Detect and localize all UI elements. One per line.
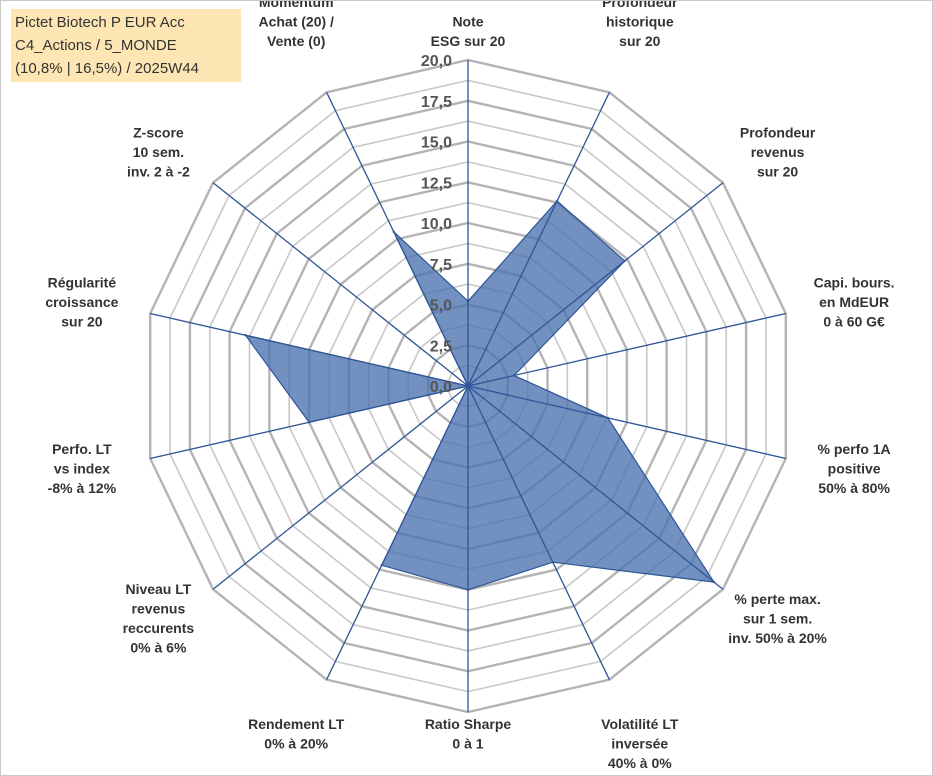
radial-tick-label: 17,5 xyxy=(421,94,452,111)
category-label: Niveau LT revenus reccurents 0% à 6% xyxy=(123,581,195,656)
category-label-line: sur 20 xyxy=(757,164,798,180)
category-label-line: Régularité xyxy=(48,275,117,291)
category-label-line: Rendement LT xyxy=(248,716,345,732)
category-label-line: inversée xyxy=(611,736,668,752)
category-label-line: Ratio Sharpe xyxy=(425,716,512,732)
spoke-line xyxy=(467,92,610,387)
radial-tick-label: 10,0 xyxy=(421,216,452,233)
category-label-line: positive xyxy=(828,461,881,477)
category-label: Z-score 10 sem. inv. 2 à -2 xyxy=(127,125,190,180)
radial-tick-label: 20,0 xyxy=(421,53,452,70)
category-label-line: 0% à 6% xyxy=(130,640,187,656)
radial-tick-label: 2,5 xyxy=(430,338,452,355)
category-label-line: 0 à 1 xyxy=(452,736,483,752)
category-label-line: historique xyxy=(606,14,674,30)
category-label: Rendement LT 0% à 20% xyxy=(248,716,345,752)
category-label-line: Perfo. LT xyxy=(52,441,112,457)
category-label-line: Profondeur xyxy=(602,1,678,10)
category-label: Régularité croissance sur 20 xyxy=(45,275,118,330)
radial-tick-label: 7,5 xyxy=(430,257,452,274)
radial-tick-label: 12,5 xyxy=(421,175,452,192)
category-label-line: Capi. bours. xyxy=(814,275,895,291)
category-label-line: % perfo 1A xyxy=(818,441,891,457)
spoke-line xyxy=(467,312,786,387)
category-label-line: Volatilité LT xyxy=(601,716,679,732)
spoke-line xyxy=(212,385,469,590)
category-label-line: 0 à 60 G€ xyxy=(823,314,885,330)
spoke-line xyxy=(150,385,469,460)
fund-stats: (10,8% | 16,5%) / 2025W44 xyxy=(15,60,199,77)
fund-name: Pictet Biotech P EUR Acc xyxy=(15,14,185,31)
radial-tick-label: 5,0 xyxy=(430,298,452,315)
category-label: Capi. bours. en MdEUR 0 à 60 G€ xyxy=(814,275,895,330)
category-label-line: Achat (20) / xyxy=(258,14,334,30)
category-label-line: ESG sur 20 xyxy=(431,33,506,49)
category-label-line: sur 20 xyxy=(619,33,660,49)
spoke-line xyxy=(326,92,469,387)
category-label-line: sur 20 xyxy=(61,314,102,330)
category-label: Perfo. LT vs index -8% à 12% xyxy=(48,441,117,496)
category-label-line: croissance xyxy=(45,294,118,310)
category-label-line: Momentum xyxy=(259,1,334,10)
category-label: Profondeur revenus sur 20 xyxy=(740,125,816,180)
category-label-line: inv. 2 à -2 xyxy=(127,164,190,180)
category-label: Volatilité LT inversée 40% à 0% xyxy=(601,716,679,771)
category-label-line: inv. 50% à 20% xyxy=(728,630,827,646)
category-label: Profondeur historique sur 20 xyxy=(602,1,678,49)
radial-tick-label: 0,0 xyxy=(430,379,452,396)
category-label-line: 10 sem. xyxy=(133,144,184,160)
spoke-line xyxy=(467,182,724,387)
category-label-line: reccurents xyxy=(123,620,195,636)
category-label-line: sur 1 sem. xyxy=(743,610,812,626)
category-label-line: Note xyxy=(452,14,483,30)
spoke-line xyxy=(467,385,786,460)
category-label-line: revenus xyxy=(132,601,186,617)
category-label-line: Z-score xyxy=(133,125,184,141)
category-label-line: en MdEUR xyxy=(819,294,889,310)
category-label-line: 0% à 20% xyxy=(264,736,328,752)
category-label-line: -8% à 12% xyxy=(48,480,117,496)
category-label: Ratio Sharpe 0 à 1 xyxy=(425,716,512,752)
category-label: Note ESG sur 20 xyxy=(431,14,506,50)
category-label-line: revenus xyxy=(751,144,805,160)
category-label: % perfo 1A positive 50% à 80% xyxy=(818,441,891,496)
spoke-line xyxy=(212,182,469,387)
fund-category: C4_Actions / 5_MONDE xyxy=(15,37,177,54)
category-label-line: Niveau LT xyxy=(125,581,191,597)
category-label: % perte max. sur 1 sem. inv. 50% à 20% xyxy=(728,591,827,646)
category-label-line: Vente (0) xyxy=(267,33,325,49)
spoke-line xyxy=(150,312,469,387)
spoke-line xyxy=(467,385,724,590)
chart-title-box: Pictet Biotech P EUR Acc C4_Actions / 5_… xyxy=(11,9,241,82)
category-label-line: % perte max. xyxy=(734,591,820,607)
category-label-line: 50% à 80% xyxy=(818,480,890,496)
radial-tick-label: 15,0 xyxy=(421,135,452,152)
spoke-line xyxy=(326,385,469,680)
category-label-line: Profondeur xyxy=(740,125,816,141)
spoke-line xyxy=(467,385,610,680)
category-label-line: 40% à 0% xyxy=(608,755,672,771)
category-label-line: vs index xyxy=(54,461,110,477)
category-label: Momentum Achat (20) / Vente (0) xyxy=(258,1,334,49)
